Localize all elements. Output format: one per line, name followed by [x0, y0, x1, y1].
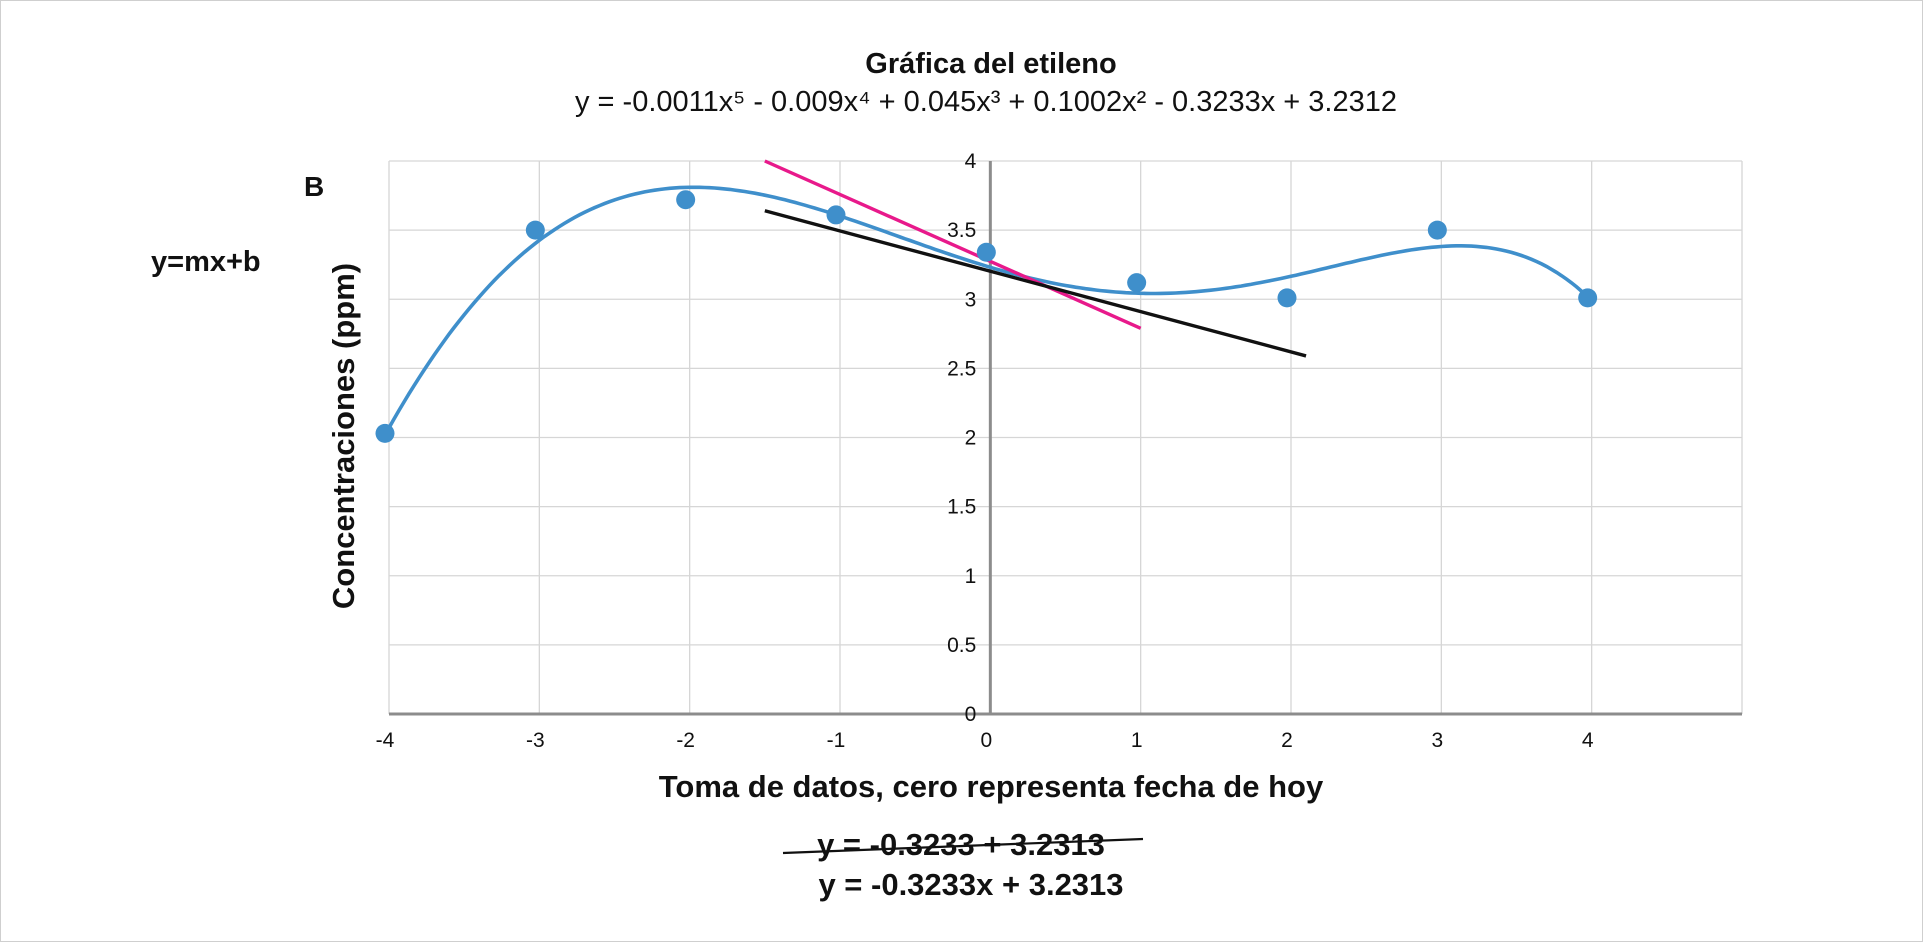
- x-tick-label: -4: [376, 729, 395, 752]
- y-tick-label: 2: [965, 427, 977, 450]
- y-tick-label: 0.5: [947, 634, 976, 657]
- data-point: [375, 423, 395, 443]
- x-tick-label: -3: [526, 729, 545, 752]
- y-tick-label: 4: [965, 150, 977, 173]
- trend-curve: [387, 185, 1593, 429]
- y-axis-title: Concentraciones (ppm): [326, 263, 361, 609]
- x-tick-label: 4: [1582, 729, 1594, 752]
- y-tick-label: 2.5: [947, 357, 976, 380]
- y-tick-label: 0: [965, 703, 977, 726]
- corrected-equation: y = -0.3233x + 3.2313: [818, 867, 1123, 902]
- x-tick-label: 2: [1281, 729, 1293, 752]
- data-point: [676, 190, 696, 210]
- data-point: [976, 242, 996, 262]
- data-point: [525, 220, 545, 240]
- struck-equation: y = -0.3233 + 3.2313: [817, 827, 1105, 862]
- panel-label: B: [304, 171, 324, 202]
- data-point: [1127, 273, 1147, 293]
- y-tick-label: 3: [965, 288, 977, 311]
- x-tick-label: -2: [676, 729, 695, 752]
- chart-subtitle: y = -0.0011x⁵ - 0.009x⁴ + 0.045x³ + 0.10…: [575, 86, 1397, 118]
- x-tick-label: 0: [980, 729, 992, 752]
- y-tick-label: 3.5: [947, 219, 976, 242]
- data-point: [1578, 288, 1598, 308]
- tangent-line-pink: [764, 159, 1142, 330]
- data-point: [826, 205, 846, 225]
- x-tick-label: -1: [827, 729, 846, 752]
- chart-title: Gráfica del etileno: [865, 48, 1116, 80]
- tangent-line-black: [764, 209, 1307, 358]
- side-note: y=mx+b: [151, 246, 261, 278]
- y-tick-label: 1: [965, 565, 977, 588]
- data-point: [1427, 220, 1447, 240]
- x-tick-label: 1: [1131, 729, 1143, 752]
- strike-line: [782, 837, 1144, 855]
- x-axis-title: Toma de datos, cero representa fecha de …: [659, 769, 1324, 804]
- x-tick-label: 3: [1431, 729, 1443, 752]
- plot-area: 0 0.5 1 1.5 2 2.5 3 3.5 4 -4 -3 -2 -1 0 1 2 3 4: [375, 150, 1743, 752]
- y-tick-label: 1.5: [947, 496, 976, 519]
- data-point: [1277, 288, 1297, 308]
